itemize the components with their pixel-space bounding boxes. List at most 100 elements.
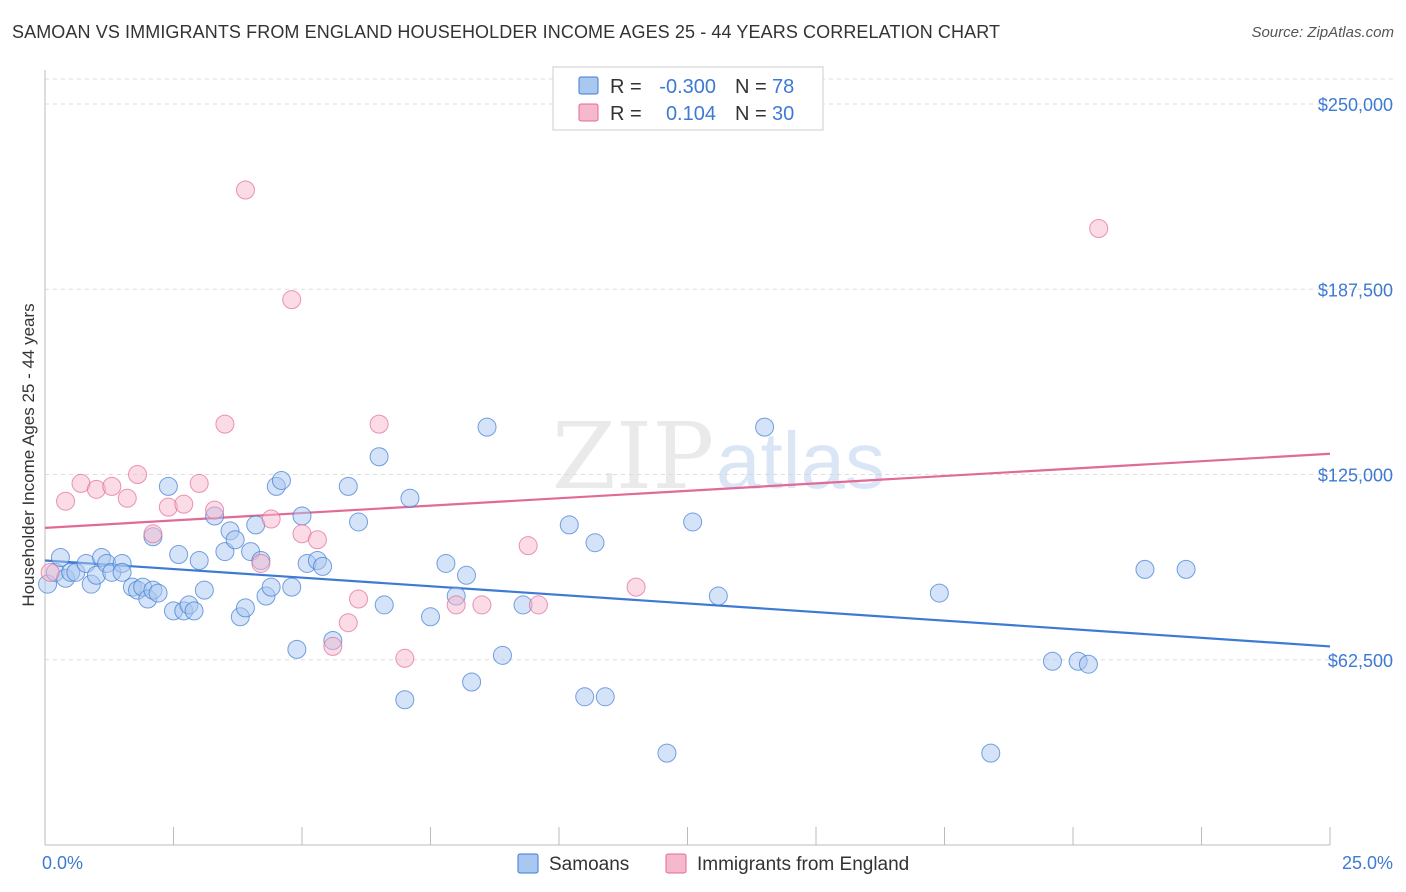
point-samoans: [261, 577, 281, 597]
point-england: [518, 536, 538, 556]
point-samoans: [708, 586, 728, 606]
point-samoans: [184, 601, 204, 621]
point-england: [251, 553, 271, 573]
point-england: [174, 494, 194, 514]
x-tick-label: 25.0%: [1342, 853, 1393, 873]
watermark: ZIP atlas: [552, 403, 885, 510]
point-samoans: [755, 417, 775, 437]
point-samoans: [112, 562, 132, 582]
y-tick-label: $187,500: [1318, 280, 1393, 300]
point-england: [117, 488, 137, 508]
source-label: Source: ZipAtlas.com: [1251, 24, 1394, 41]
trend-lines: [44, 452, 1331, 648]
point-samoans: [287, 639, 307, 659]
point-samoans: [456, 565, 476, 585]
point-samoans: [1078, 654, 1098, 674]
x-tick-labels: 0.0% 25.0%: [42, 853, 1393, 873]
stats-r-value: 0.104: [666, 103, 716, 125]
stats-n-value: 78: [772, 76, 794, 98]
point-england: [56, 491, 76, 511]
point-england: [102, 476, 122, 496]
point-samoans: [148, 583, 168, 603]
point-england: [472, 595, 492, 615]
point-england: [307, 530, 327, 550]
point-england: [128, 465, 148, 485]
point-samoans: [400, 488, 420, 508]
point-samoans: [462, 672, 482, 692]
point-samoans: [477, 417, 497, 437]
point-england: [158, 497, 178, 517]
point-samoans: [235, 598, 255, 618]
point-samoans: [683, 512, 703, 532]
bottom-legend: Samoans Immigrants from England: [517, 853, 909, 875]
point-samoans: [374, 595, 394, 615]
legend-label-samoans: Samoans: [549, 854, 629, 875]
point-england: [323, 636, 343, 656]
point-samoans: [349, 512, 369, 532]
point-samoans: [575, 687, 595, 707]
point-samoans: [194, 580, 214, 600]
point-samoans: [50, 548, 70, 568]
point-samoans: [292, 506, 312, 526]
point-samoans: [313, 556, 333, 576]
point-samoans: [657, 743, 677, 763]
point-samoans: [395, 690, 415, 710]
y-axis-title: Householder Income Ages 25 - 44 years: [19, 303, 38, 606]
point-samoans: [282, 577, 302, 597]
point-samoans: [421, 607, 440, 627]
point-england: [446, 595, 466, 615]
point-england: [1089, 219, 1109, 239]
stats-swatch-samoans: [578, 76, 599, 95]
y-tick-labels: $62,500 $125,000 $187,500 $250,000: [1318, 95, 1393, 671]
point-samoans: [1176, 559, 1196, 579]
stats-r-value: -0.300: [659, 76, 716, 98]
point-england: [235, 180, 255, 200]
point-samoans: [225, 530, 245, 550]
stats-r-label: R =: [610, 76, 642, 98]
watermark-zip: ZIP: [552, 403, 714, 510]
stats-r-label: R =: [610, 103, 642, 125]
axes: [44, 70, 1331, 846]
legend-swatch-england: [665, 853, 687, 874]
stats-row-samoans: R = -0.300 N = 78: [578, 76, 794, 98]
point-england: [205, 500, 225, 520]
stats-n-label: N =: [735, 103, 767, 125]
point-samoans: [981, 743, 1001, 763]
legend-label-england: Immigrants from England: [697, 854, 909, 875]
stats-swatch-england: [578, 103, 599, 122]
point-samoans: [369, 447, 389, 467]
point-england: [143, 524, 163, 544]
point-samoans: [585, 533, 605, 553]
y-tick-label: $250,000: [1318, 95, 1393, 115]
x-tick-label: 0.0%: [42, 853, 83, 873]
point-samoans: [1135, 559, 1155, 579]
point-england: [528, 595, 548, 615]
point-samoans: [338, 476, 358, 496]
chart-title: SAMOAN VS IMMIGRANTS FROM ENGLAND HOUSEH…: [12, 22, 1001, 42]
point-samoans: [189, 550, 209, 570]
point-samoans: [559, 515, 579, 535]
point-samoans: [158, 476, 178, 496]
point-england: [40, 562, 60, 582]
point-england: [215, 414, 235, 434]
point-england: [349, 589, 369, 609]
point-england: [369, 414, 389, 434]
point-samoans: [271, 470, 291, 490]
point-samoans: [436, 553, 456, 573]
stats-legend: R = -0.300 N = 78 R = 0.104 N = 30: [552, 66, 824, 131]
point-england: [189, 473, 209, 493]
watermark-atlas: atlas: [716, 416, 885, 505]
stats-n-value: 30: [772, 103, 794, 125]
point-england: [282, 290, 302, 310]
point-england: [626, 577, 646, 597]
data-points: [38, 180, 1196, 763]
stats-row-england: R = 0.104 N = 30: [578, 103, 794, 125]
legend-swatch-samoans: [517, 853, 539, 874]
point-england: [261, 509, 281, 529]
trend-line-england: [44, 452, 1331, 529]
point-england: [86, 479, 106, 499]
point-samoans: [1042, 651, 1062, 671]
point-england: [395, 648, 415, 668]
point-samoans: [492, 645, 512, 665]
